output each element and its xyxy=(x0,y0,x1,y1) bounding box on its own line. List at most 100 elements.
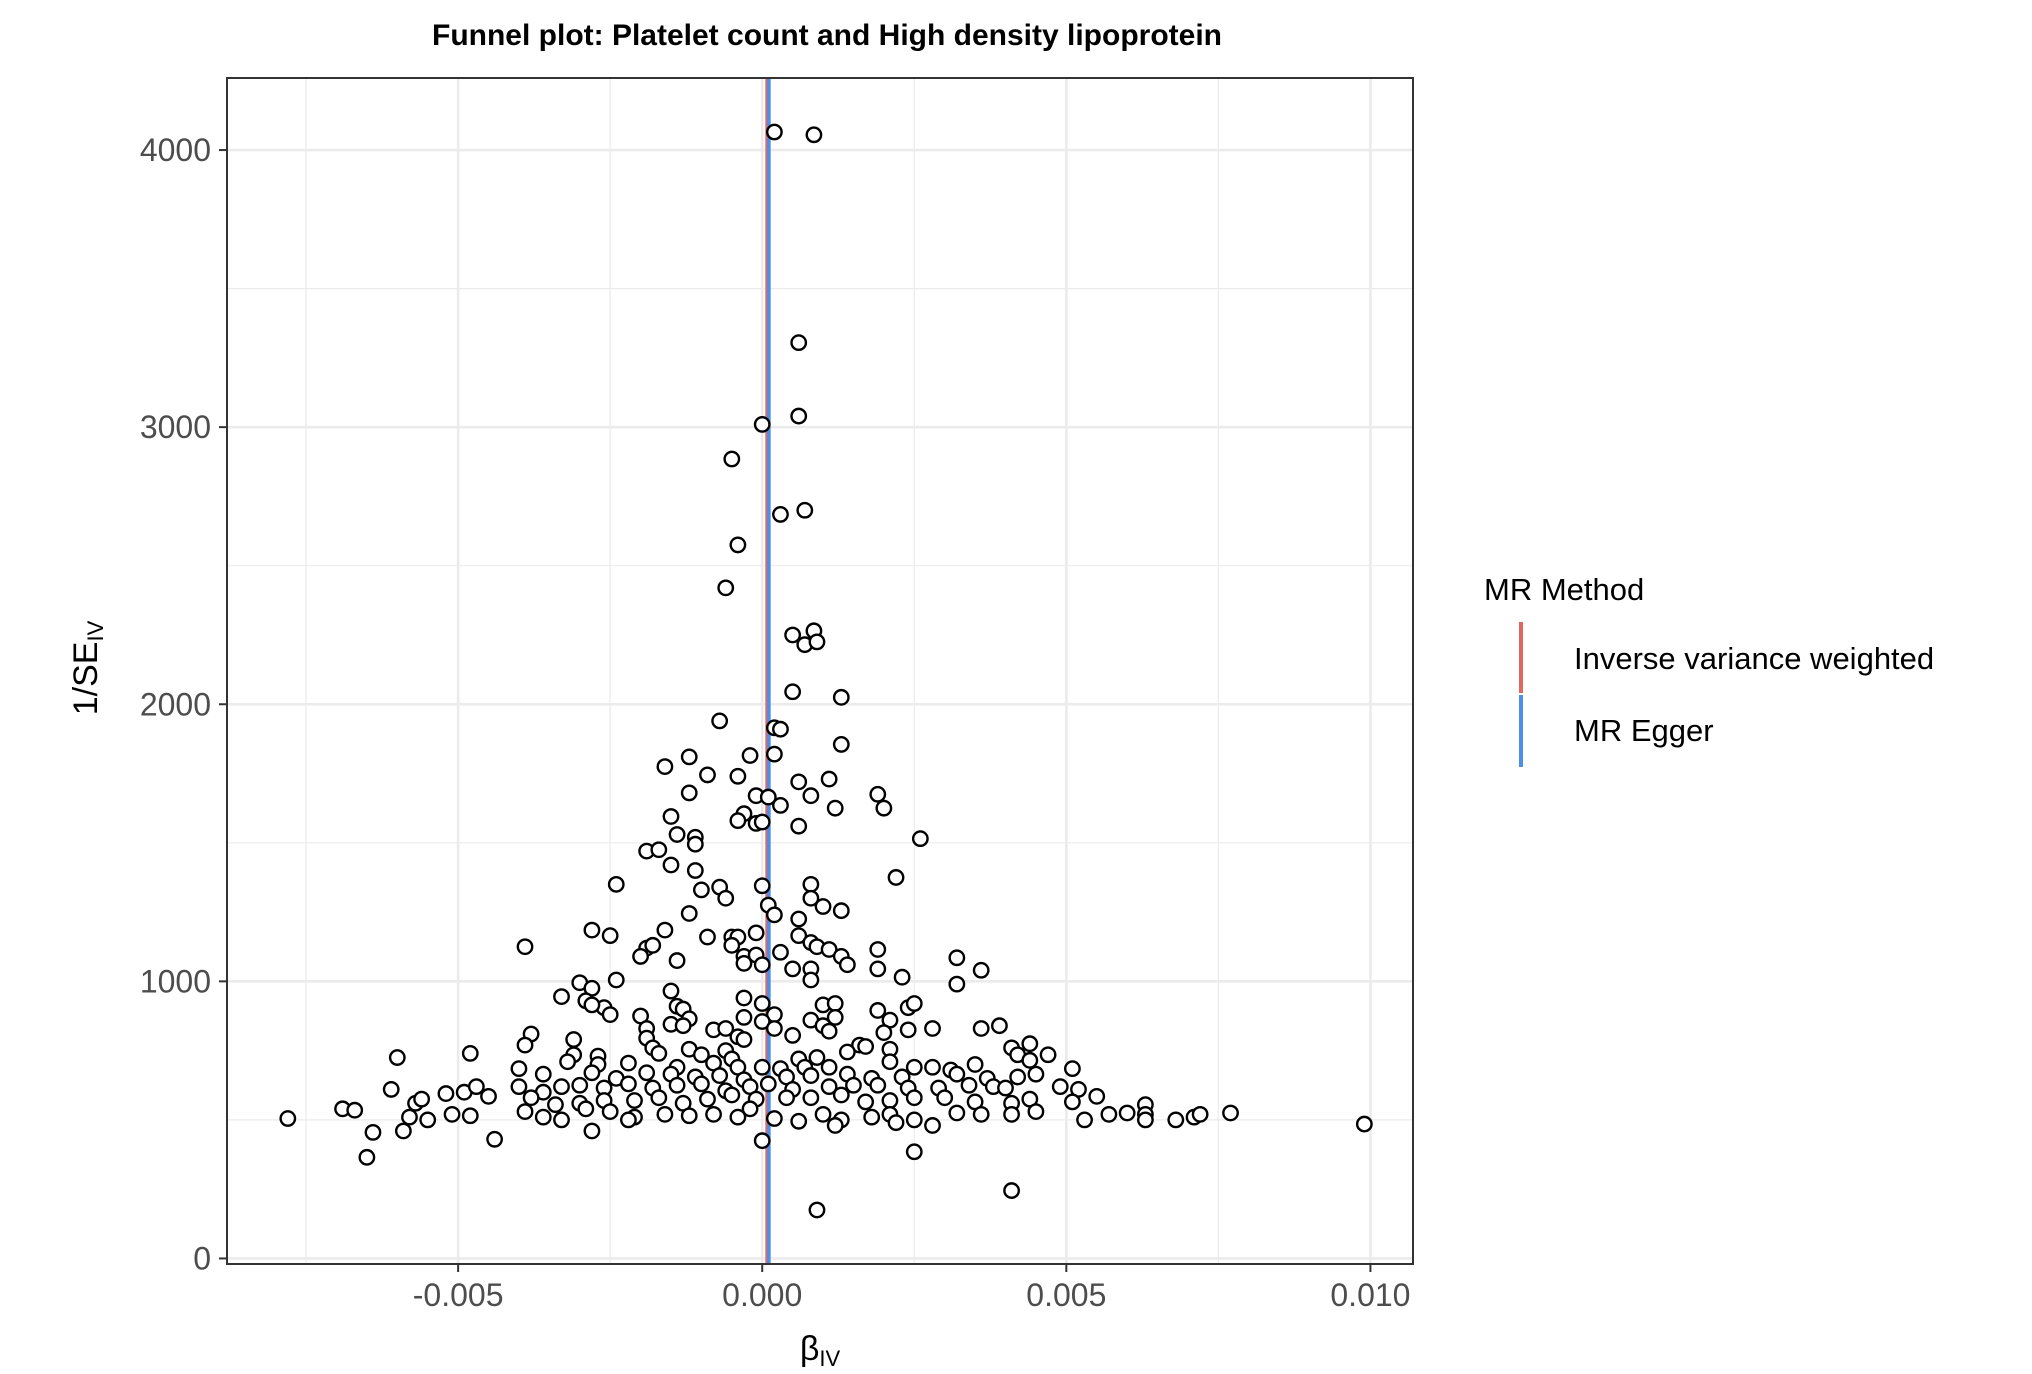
data-point xyxy=(808,1201,826,1219)
data-point xyxy=(1009,1068,1027,1086)
data-point xyxy=(711,1067,729,1084)
data-point xyxy=(790,334,808,352)
data-point xyxy=(699,766,716,784)
data-point xyxy=(547,1096,564,1114)
data-point xyxy=(832,736,850,753)
panel-background xyxy=(227,78,1413,1264)
data-point xyxy=(650,1089,668,1107)
data-point xyxy=(802,1089,820,1107)
data-point xyxy=(693,1046,710,1064)
data-point xyxy=(893,968,911,986)
data-point xyxy=(735,1031,753,1048)
y-axis-title-subscript: IV xyxy=(83,620,108,641)
data-point xyxy=(1076,1111,1093,1129)
data-point xyxy=(948,975,966,993)
data-point xyxy=(1222,1104,1239,1122)
data-point xyxy=(875,799,893,817)
data-point xyxy=(735,1008,753,1026)
data-point xyxy=(1100,1105,1118,1123)
x-tick-label: -0.005 xyxy=(413,1277,504,1313)
data-point xyxy=(601,1006,619,1024)
data-point xyxy=(936,1089,954,1107)
data-point xyxy=(857,1093,875,1111)
data-point xyxy=(656,1105,674,1123)
x-tick-label: 0.000 xyxy=(722,1277,802,1313)
data-point xyxy=(686,835,704,853)
data-point xyxy=(601,1103,619,1120)
data-point xyxy=(924,1020,941,1037)
data-point xyxy=(662,856,680,874)
data-point xyxy=(516,938,534,956)
data-point xyxy=(668,1076,686,1094)
data-point xyxy=(510,1060,528,1078)
y-tick-label: 0 xyxy=(193,1240,211,1276)
data-point xyxy=(1021,1051,1039,1069)
data-point xyxy=(699,928,716,946)
data-point xyxy=(790,817,808,835)
data-point xyxy=(869,785,887,803)
data-point xyxy=(553,988,570,1005)
data-point xyxy=(607,971,625,989)
y-tick-label: 3000 xyxy=(140,409,211,445)
data-point xyxy=(1027,1065,1045,1083)
data-point xyxy=(358,1148,376,1166)
data-point xyxy=(826,799,844,817)
data-point xyxy=(583,1122,601,1140)
data-point xyxy=(784,960,802,978)
data-point xyxy=(765,123,783,141)
data-point xyxy=(650,1045,668,1062)
y-tick-label: 2000 xyxy=(140,686,211,722)
data-point xyxy=(693,881,710,899)
plot-panel xyxy=(226,77,1414,1265)
y-axis-title-main: 1/SE xyxy=(67,642,105,716)
data-point xyxy=(972,1105,990,1123)
data-point xyxy=(972,961,990,979)
data-point xyxy=(869,1076,887,1094)
data-point xyxy=(924,1117,941,1134)
data-point xyxy=(881,1092,899,1109)
x-tick-label: 0.010 xyxy=(1330,1277,1410,1313)
data-point xyxy=(741,747,759,764)
x-axis-title: βIV xyxy=(800,1330,841,1371)
data-point xyxy=(656,921,674,939)
data-point xyxy=(437,1085,455,1102)
snp-points xyxy=(279,123,1373,1219)
data-point xyxy=(802,889,820,907)
data-point xyxy=(486,1130,504,1148)
data-point xyxy=(394,1122,412,1140)
data-point xyxy=(772,720,789,738)
data-point xyxy=(559,1053,576,1071)
data-point xyxy=(857,1038,875,1055)
data-point xyxy=(1191,1105,1209,1123)
data-point xyxy=(467,1078,485,1096)
data-point xyxy=(802,971,820,989)
data-point xyxy=(571,1076,589,1094)
data-point xyxy=(1064,1093,1081,1111)
data-point xyxy=(753,813,771,831)
data-point xyxy=(735,954,753,972)
data-point xyxy=(753,415,771,433)
data-point xyxy=(790,407,808,425)
panel-border xyxy=(226,77,1414,1265)
data-point xyxy=(534,1065,552,1083)
data-point xyxy=(905,1111,923,1129)
data-point xyxy=(881,1053,899,1071)
data-point xyxy=(388,1049,406,1066)
data-point xyxy=(753,956,771,974)
data-point xyxy=(997,1079,1014,1097)
data-point xyxy=(1355,1115,1373,1133)
data-point xyxy=(620,1054,637,1072)
data-point xyxy=(1003,1182,1020,1199)
data-point xyxy=(1003,1105,1020,1123)
data-point xyxy=(699,1090,716,1108)
data-point xyxy=(966,1056,984,1073)
data-point xyxy=(802,875,820,893)
data-point xyxy=(626,1092,643,1109)
y-tick-label: 1000 xyxy=(140,963,211,999)
data-point xyxy=(735,989,753,1007)
x-axis-title-subscript: IV xyxy=(819,1346,840,1371)
data-point xyxy=(887,1114,905,1132)
data-point xyxy=(650,841,668,859)
data-point xyxy=(991,1017,1008,1035)
legend-title: MR Method xyxy=(1484,572,1644,607)
